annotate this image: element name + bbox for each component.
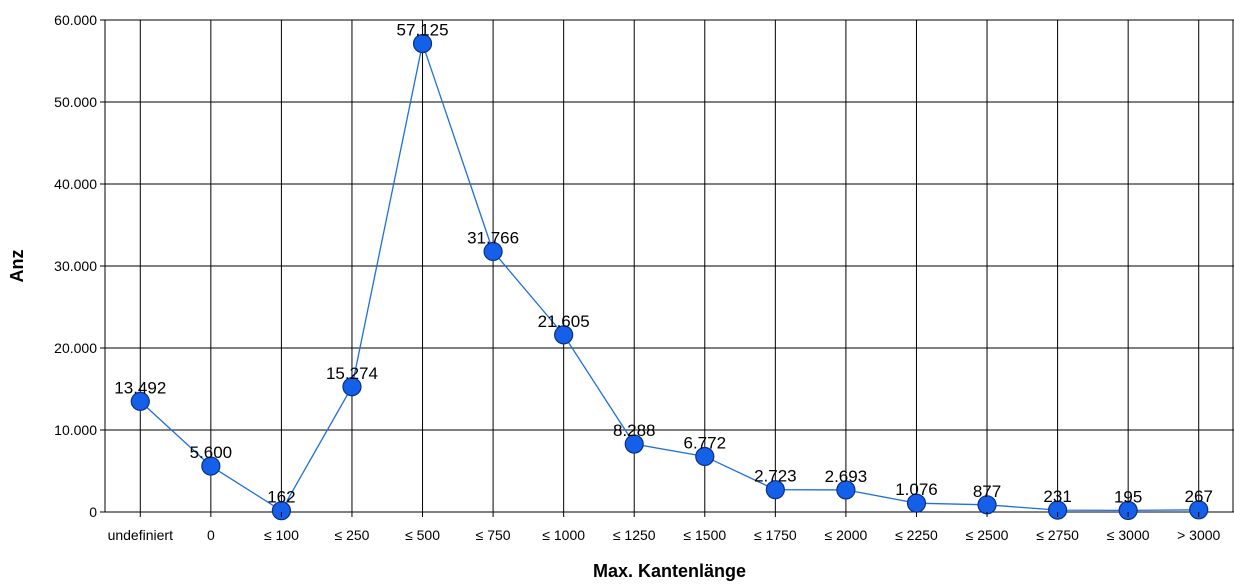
x-tick-label: ≤ 1750 [754,527,797,543]
x-tick-label: ≤ 100 [264,527,299,543]
data-point [201,456,221,476]
data-point [342,377,362,397]
x-tick-label: ≤ 1500 [683,527,726,543]
x-tick-label: 0 [207,527,215,543]
y-tick-label: 50.000 [54,94,97,110]
x-tick-label: ≤ 2500 [966,527,1009,543]
x-axis-ticks: undefiniert 0 ≤ 100 ≤ 250 ≤ 500 ≤ 750 ≤ 1000 ≤ … [108,512,1221,543]
data-label: 31.766 [467,229,519,248]
x-tick-label: ≤ 2250 [895,527,938,543]
series-line [139,41,1199,512]
data-point [483,241,503,262]
x-tick-label: > 3000 [1177,527,1220,543]
data-labels: 13.492 5.600 162 15.274 57.125 31.766 21.605 8.… [114,21,1213,507]
data-label: 57.125 [397,21,449,40]
y-tick-label: 20.000 [54,340,97,356]
data-label: 231 [1043,487,1071,506]
y-tick-label: 60.000 [54,12,97,28]
data-point [412,33,433,54]
data-label: 6.772 [684,433,727,452]
x-tick-label: ≤ 1000 [542,527,585,543]
x-tick-label: ≤ 500 [405,527,440,543]
data-point [130,391,150,411]
y-tick-label: 0 [89,504,97,520]
x-tick-label: undefiniert [108,527,173,543]
data-point [765,480,785,500]
series-line-layer [139,41,1199,512]
data-label: 21.605 [538,312,590,331]
data-point [624,434,644,454]
y-tick-label: 30.000 [54,258,97,274]
data-points [130,33,1209,521]
x-axis-title: Max. Kantenlänge [593,561,746,581]
data-label: 877 [973,482,1001,501]
data-label: 1.076 [895,480,938,499]
data-label: 13.492 [114,378,166,397]
x-tick-label: ≤ 750 [476,527,511,543]
data-label: 15.274 [326,364,378,383]
x-tick-label: ≤ 250 [335,527,370,543]
y-axis-title: Anz [7,250,27,283]
y-axis-ticks: 0 10.000 20.000 30.000 40.000 50.000 60.000 [54,12,105,520]
y-tick-label: 10.000 [54,422,97,438]
x-tick-label: ≤ 1250 [613,527,656,543]
y-tick-label: 40.000 [54,176,97,192]
data-point [695,446,715,467]
data-label: 267 [1185,487,1213,506]
data-label: 2.723 [754,467,797,486]
data-point [271,501,292,521]
data-point [1118,500,1138,521]
data-label: 195 [1114,487,1142,506]
data-point [836,480,856,500]
data-point [1047,500,1068,520]
data-label: 162 [267,488,295,507]
x-tick-label: ≤ 2750 [1036,527,1079,543]
x-tick-label: ≤ 2000 [825,527,868,543]
data-point [554,325,574,345]
x-tick-label: ≤ 3000 [1107,527,1150,543]
data-label: 5.600 [190,443,233,462]
grid [104,19,1234,513]
data-label: 2.693 [825,467,868,486]
data-label: 8.288 [613,421,656,440]
data-point [1189,500,1209,520]
